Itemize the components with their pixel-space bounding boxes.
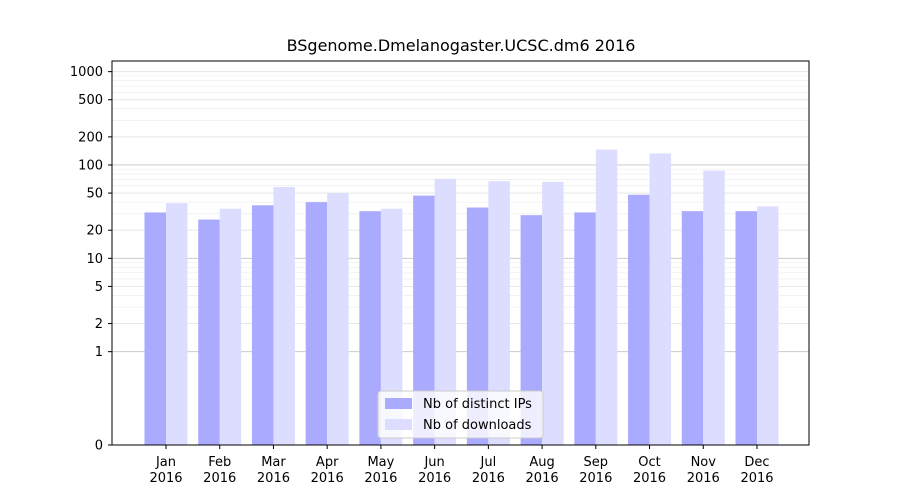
y-axis: 0 1 2 5 10 20 50 100 200 500 1000 (70, 65, 112, 454)
x-tick-label-month: Aug (529, 455, 554, 470)
bar-downloads (649, 153, 672, 445)
bar-distinct-ips (574, 212, 596, 445)
y-tick-label: 0 (95, 439, 103, 454)
bar-distinct-ips (198, 219, 220, 445)
y-tick-label: 1 (95, 345, 103, 360)
bar-distinct-ips (359, 211, 381, 445)
bar-downloads (380, 208, 403, 445)
bar-downloads (757, 206, 779, 445)
bar-distinct-ips (413, 195, 435, 445)
bar-downloads (273, 187, 295, 445)
bar-distinct-ips (681, 211, 704, 445)
legend-box (377, 390, 544, 439)
x-tick-label-month: May (367, 455, 394, 470)
plot-frame (111, 60, 810, 446)
y-tick-label: 20 (86, 224, 103, 239)
bar-downloads (595, 149, 618, 446)
x-tick-label-year: 2016 (149, 471, 182, 486)
bar-distinct-ips (251, 205, 274, 445)
x-tick-label-year: 2016 (418, 471, 451, 486)
x-tick-label-year: 2016 (203, 471, 236, 486)
x-tick-label-month: Nov (691, 455, 717, 470)
x-tick-label-month: Jul (480, 455, 497, 470)
bar-downloads (434, 178, 457, 445)
x-tick-label-month: Sep (584, 455, 609, 470)
bar-downloads (488, 181, 510, 446)
x-tick-label-year: 2016 (311, 471, 344, 486)
legend: Nb of distinct IPs Nb of downloads (377, 390, 544, 439)
bar-distinct-ips (520, 215, 543, 445)
bar-distinct-ips (144, 212, 166, 445)
bar-distinct-ips (466, 207, 489, 445)
x-tick-label-month: Dec (744, 455, 769, 470)
legend-label: Nb of downloads (423, 418, 532, 433)
y-tick-label: 200 (78, 130, 103, 145)
bar-downloads (703, 170, 725, 445)
y-tick-label: 500 (78, 93, 103, 108)
y-tick-label: 1000 (70, 65, 103, 80)
legend-label: Nb of distinct IPs (423, 397, 532, 412)
bar-downloads (219, 208, 242, 445)
x-tick-label-year: 2016 (633, 471, 666, 486)
bar-downloads (327, 193, 349, 445)
x-axis: Jan2016Feb2016Mar2016Apr2016May2016Jun20… (149, 445, 774, 486)
bar-distinct-ips (735, 211, 757, 445)
x-tick-label-month: Jun (423, 455, 444, 470)
bar-distinct-ips (305, 202, 328, 445)
y-tick-label: 2 (95, 317, 103, 332)
x-tick-label-month: Mar (261, 455, 286, 470)
y-tick-label: 100 (78, 158, 103, 173)
x-tick-label-year: 2016 (740, 471, 773, 486)
bar-distinct-ips (628, 194, 650, 445)
x-tick-label-year: 2016 (364, 471, 397, 486)
x-tick-label-month: Apr (316, 455, 339, 470)
y-tick-label: 50 (86, 187, 103, 202)
x-tick-label-month: Feb (208, 455, 231, 470)
chart-title: BSgenome.Dmelanogaster.UCSC.dm6 2016 (287, 36, 636, 55)
y-tick-label: 10 (86, 252, 103, 267)
bar-downloads (542, 181, 564, 445)
x-tick-label-month: Oct (638, 455, 660, 470)
x-tick-label-month: Jan (155, 455, 176, 470)
legend-swatch (385, 419, 412, 430)
legend-swatch (385, 398, 412, 409)
x-tick-label-year: 2016 (687, 471, 720, 486)
bar-downloads (166, 203, 188, 445)
x-tick-label-year: 2016 (257, 471, 290, 486)
y-tick-label: 5 (95, 280, 103, 295)
x-tick-label-year: 2016 (472, 471, 505, 486)
bars (144, 149, 779, 446)
x-tick-label-year: 2016 (579, 471, 612, 486)
x-tick-label-year: 2016 (526, 471, 559, 486)
